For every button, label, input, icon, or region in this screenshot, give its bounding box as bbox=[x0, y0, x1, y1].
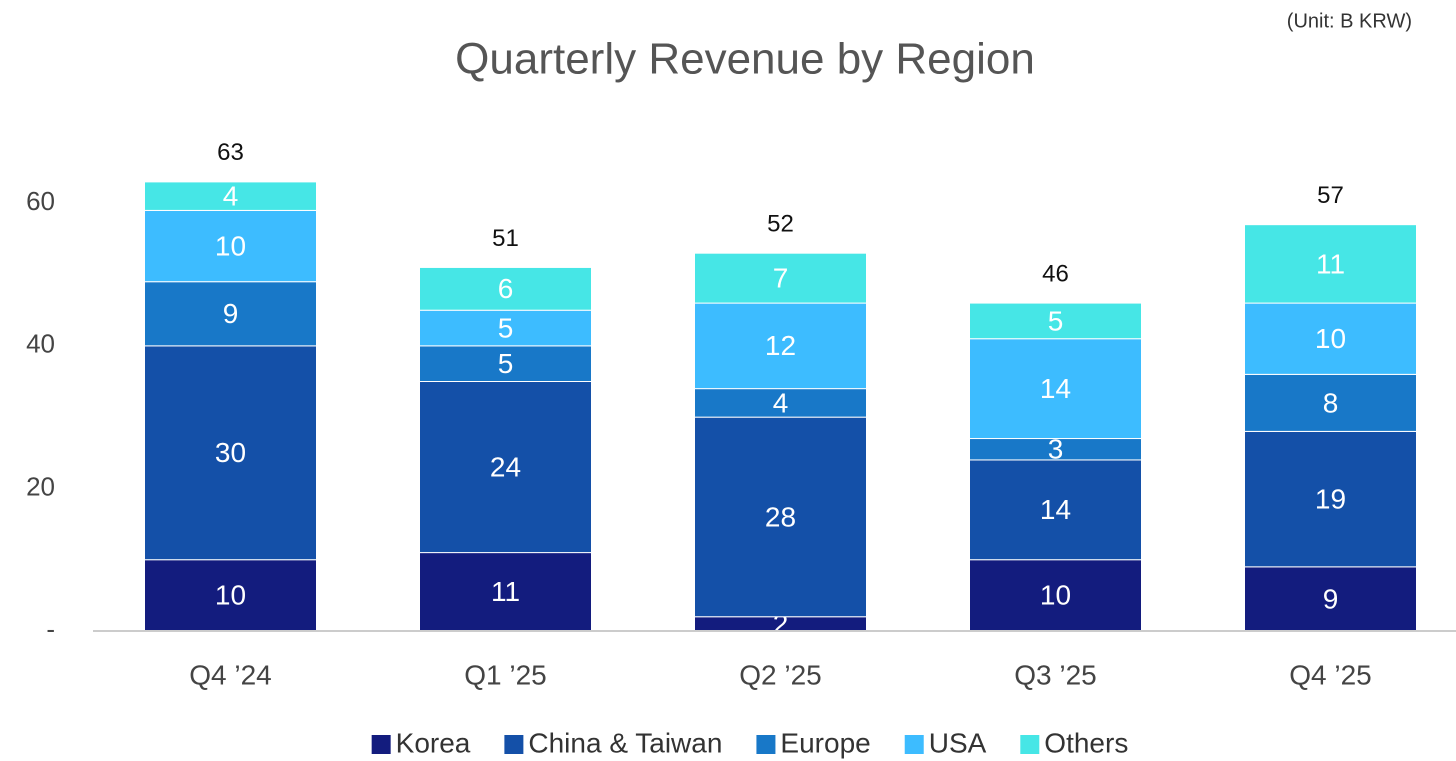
bar-segment bbox=[144, 209, 317, 283]
x-tick-label: Q4 ’25 bbox=[1289, 659, 1372, 690]
bar-segment bbox=[694, 302, 867, 390]
legend-label: Others bbox=[1044, 727, 1128, 758]
total-label: 46 bbox=[1042, 260, 1069, 287]
bar-segment bbox=[144, 559, 317, 632]
y-tick-label: 60 bbox=[26, 186, 55, 216]
unit-note: (Unit: B KRW) bbox=[1287, 10, 1412, 32]
legend-swatch bbox=[371, 735, 391, 754]
bar-segment bbox=[969, 459, 1142, 561]
legend-label: Europe bbox=[780, 727, 870, 758]
bar-segment bbox=[1244, 566, 1417, 632]
bar-segment bbox=[694, 252, 867, 304]
data-label: 4 bbox=[773, 387, 789, 418]
bar-segment bbox=[1244, 430, 1417, 568]
data-label: 4 bbox=[223, 181, 239, 212]
data-label: 11 bbox=[1316, 248, 1345, 279]
data-label: 5 bbox=[1048, 305, 1064, 336]
data-label: 30 bbox=[215, 437, 246, 468]
data-label: 7 bbox=[773, 263, 789, 294]
data-label: 9 bbox=[1323, 583, 1339, 614]
bar-segment bbox=[694, 416, 867, 618]
bar-segment bbox=[144, 181, 317, 211]
y-tick-label: 20 bbox=[26, 471, 55, 501]
bar-segment bbox=[144, 345, 317, 561]
total-label: 57 bbox=[1317, 182, 1344, 209]
y-tick-label: - bbox=[46, 614, 55, 644]
bar-segment bbox=[1244, 373, 1417, 432]
legend-swatch bbox=[504, 735, 524, 754]
data-label: 12 bbox=[765, 330, 796, 361]
x-tick-label: Q3 ’25 bbox=[1014, 659, 1097, 690]
data-label: 5 bbox=[498, 312, 514, 343]
data-label: 14 bbox=[1040, 373, 1071, 404]
legend-label: China & Taiwan bbox=[528, 727, 722, 758]
total-label: 52 bbox=[767, 211, 794, 238]
y-tick-label: 40 bbox=[26, 329, 55, 359]
legend-swatch bbox=[1020, 735, 1040, 754]
bar-segment bbox=[419, 552, 592, 632]
bar-segment bbox=[969, 338, 1142, 440]
x-tick-label: Q1 ’25 bbox=[464, 659, 547, 690]
data-label: 10 bbox=[215, 230, 246, 261]
data-label: 10 bbox=[215, 580, 246, 611]
data-label: 19 bbox=[1315, 484, 1346, 515]
bar-segment bbox=[419, 381, 592, 554]
bar-segment bbox=[1244, 302, 1417, 375]
data-label: 10 bbox=[1315, 323, 1346, 354]
legend-swatch bbox=[904, 735, 924, 754]
data-label: 11 bbox=[491, 576, 520, 607]
data-label: 10 bbox=[1040, 580, 1071, 611]
bar-segment bbox=[1244, 224, 1417, 304]
total-label: 51 bbox=[492, 225, 519, 252]
data-label: 8 bbox=[1323, 387, 1339, 418]
x-tick-label: Q2 ’25 bbox=[739, 659, 822, 690]
bar-segment bbox=[969, 302, 1142, 340]
legend-label: Korea bbox=[396, 727, 471, 758]
bar-segment bbox=[419, 309, 592, 347]
data-label: 5 bbox=[498, 348, 514, 379]
bar-segment bbox=[969, 559, 1142, 632]
legend-swatch bbox=[756, 735, 776, 754]
data-label: 9 bbox=[223, 298, 239, 329]
x-tick-label: Q4 ’24 bbox=[189, 659, 272, 690]
data-label: 14 bbox=[1040, 494, 1071, 525]
bar-segment bbox=[419, 266, 592, 311]
data-label: 6 bbox=[498, 273, 514, 304]
data-label: 3 bbox=[1048, 434, 1064, 465]
total-label: 63 bbox=[217, 139, 244, 166]
legend-label: USA bbox=[929, 727, 987, 758]
chart-title: Quarterly Revenue by Region bbox=[455, 35, 1035, 84]
data-label: 28 bbox=[765, 501, 796, 532]
data-label: 24 bbox=[490, 451, 521, 482]
bar-segment bbox=[419, 345, 592, 383]
